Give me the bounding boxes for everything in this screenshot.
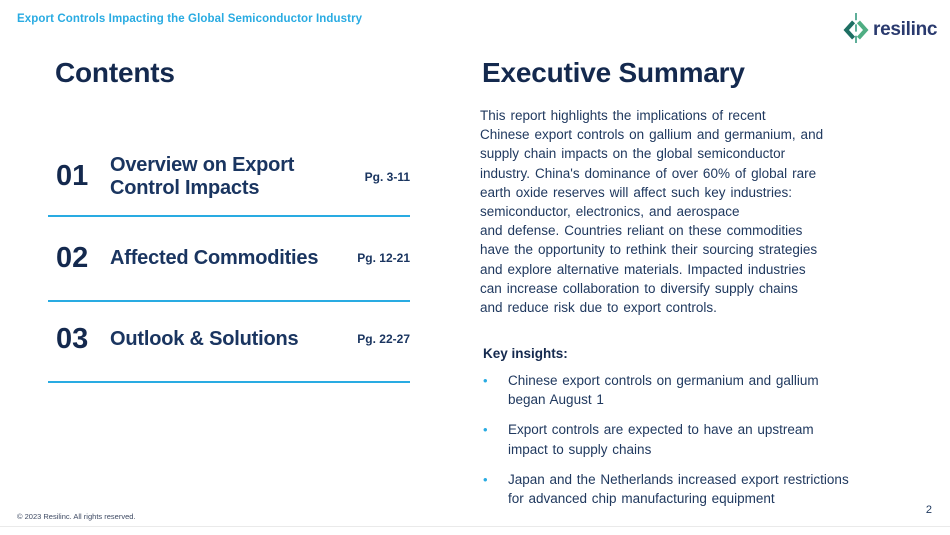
toc-item-overview: 01 Overview on Export Control Impacts Pg…: [48, 146, 410, 217]
executive-summary-paragraph: This report highlights the implications …: [480, 108, 824, 316]
toc-item-title: Outlook & Solutions: [110, 327, 299, 350]
key-insights-list: • Chinese export controls on germanium a…: [483, 371, 945, 519]
list-item: • Japan and the Netherlands increased ex…: [483, 470, 945, 508]
key-insights-heading: Key insights:: [483, 346, 568, 361]
contents-heading: Contents: [55, 57, 175, 88]
toc-item-title: Overview on Export Control Impacts: [110, 153, 295, 199]
toc-item-number: 02: [56, 241, 89, 274]
list-item: • Export controls are expected to have a…: [483, 420, 945, 458]
toc-item-pages: Pg. 12-21: [357, 251, 410, 265]
toc-item-number: 01: [56, 160, 89, 192]
list-item: • Chinese export controls on germanium a…: [483, 371, 945, 409]
bullet-icon: •: [483, 471, 488, 487]
toc-item-outlook: 03 Outlook & Solutions Pg. 22-27: [48, 309, 410, 383]
bullet-icon: •: [483, 422, 488, 438]
toc-item-title: Affected Commodities: [110, 246, 319, 269]
toc-item-commodities: 02 Affected Commodities Pg. 12-21: [48, 228, 410, 302]
insight-text: Chinese export controls on germanium and…: [508, 373, 819, 408]
toc-item-number: 03: [56, 322, 89, 355]
report-title: Export Controls Impacting the Global Sem…: [17, 13, 363, 25]
insight-text: Japan and the Netherlands increased expo…: [508, 471, 849, 507]
copyright-notice: © 2023 Resilinc. All rights reserved.: [17, 512, 136, 521]
bullet-icon: •: [483, 373, 488, 388]
toc-item-pages: Pg. 22-27: [357, 332, 410, 346]
page-number: 2: [925, 504, 932, 516]
executive-summary-heading: Executive Summary: [482, 57, 745, 88]
toc-item-pages: Pg. 3-11: [364, 169, 410, 184]
resilinc-logo: resilinc: [843, 11, 937, 49]
slide-bottom-edge: [0, 526, 950, 527]
resilinc-logo-text: resilinc: [873, 19, 938, 40]
insight-text: Export controls are expected to have an …: [508, 422, 814, 457]
resilinc-logo-icon: [843, 12, 869, 48]
